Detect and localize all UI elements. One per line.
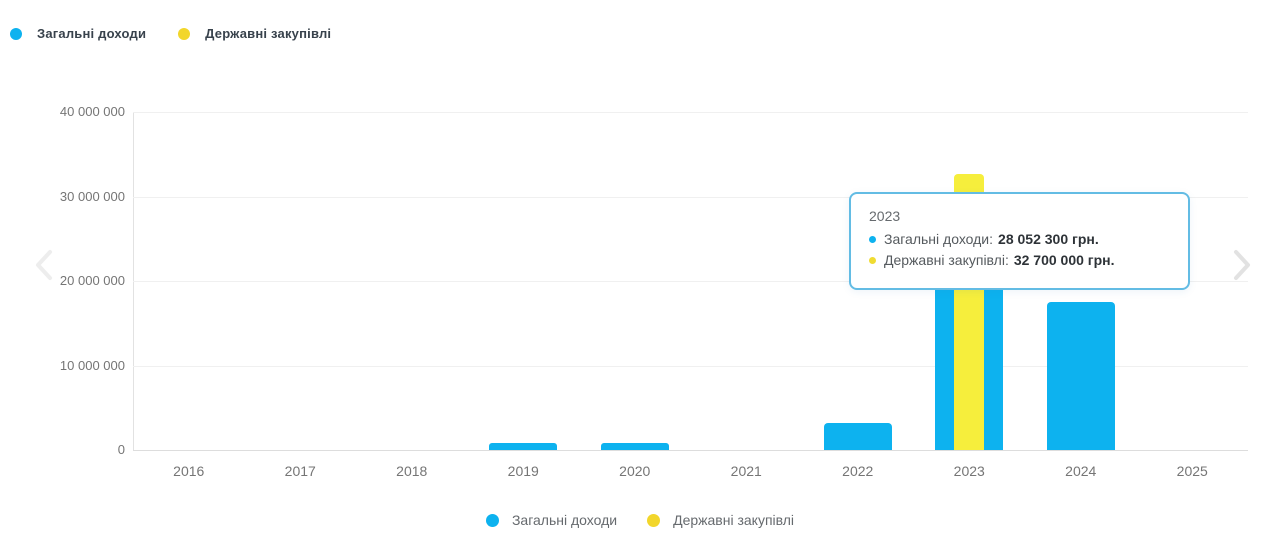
- bar-total-income-2020[interactable]: [601, 443, 669, 450]
- legend-item-total-income[interactable]: Загальні доходи: [10, 26, 146, 41]
- gridline: [133, 196, 1248, 198]
- legend-item-public-procurement[interactable]: Державні закупівлі: [647, 512, 794, 528]
- legend-bottom: Загальні доходи Державні закупівлі: [0, 512, 1280, 528]
- gridline: [133, 281, 1248, 282]
- tooltip-value: 28 052 300 грн.: [998, 231, 1099, 247]
- y-axis-label: 20 000 000: [59, 273, 125, 288]
- x-axis-label: 2025: [1176, 463, 1208, 479]
- tooltip-bullet-yellow-icon: [869, 257, 876, 264]
- tooltip-label: Державні закупівлі:: [884, 252, 1009, 268]
- tooltip-title: 2023: [869, 208, 901, 224]
- x-axis-label: 2018: [396, 463, 428, 479]
- bar-total-income-2022[interactable]: [824, 423, 892, 450]
- tooltip-bullet-blue-icon: [869, 236, 876, 243]
- tooltip-row-public-procurement: Державні закупівлі: 32 700 000 грн.: [869, 250, 1172, 271]
- tooltip-value: 32 700 000 грн.: [1013, 252, 1115, 268]
- gridline: [133, 365, 1248, 367]
- legend-label: Загальні доходи: [37, 26, 147, 41]
- gridline: [133, 450, 1248, 451]
- legend-dot-blue-icon: [10, 27, 22, 40]
- x-axis-label: 2020: [619, 463, 651, 479]
- y-axis-label: 10 000 000: [59, 357, 125, 373]
- x-axis-label: 2023: [953, 463, 985, 479]
- y-axis-label: 40 000 000: [59, 104, 125, 119]
- legend-dot-blue-icon: [485, 513, 499, 527]
- x-axis-label: 2017: [284, 463, 316, 479]
- legend-label: Державні закупівлі: [673, 512, 795, 528]
- legend-dot-yellow-icon: [178, 27, 191, 40]
- prev-arrow-icon[interactable]: [32, 248, 56, 282]
- legend-item-total-income[interactable]: Загальні доходи: [485, 512, 618, 528]
- next-arrow-icon[interactable]: [1230, 248, 1254, 282]
- x-axis-label: 2024: [1065, 463, 1097, 479]
- gridline: [133, 112, 1248, 113]
- chart-tooltip: 2023 Загальні доходи: 28 052 300 грн. Де…: [849, 192, 1190, 290]
- tooltip-label: Загальні доходи:: [884, 231, 994, 247]
- y-axis-label: 30 000 000: [59, 188, 125, 204]
- legend-dot-yellow-icon: [647, 513, 661, 527]
- legend-top: Загальні доходи Державні закупівлі: [10, 26, 331, 41]
- x-axis-label: 2019: [507, 463, 539, 479]
- x-axis-label: 2016: [173, 463, 205, 479]
- legend-item-public-procurement[interactable]: Державні закупівлі: [178, 26, 331, 41]
- x-axis-label: 2022: [842, 463, 874, 479]
- y-axis-label: 0: [117, 442, 125, 457]
- bar-total-income-2019[interactable]: [489, 443, 557, 450]
- legend-label: Загальні доходи: [511, 512, 618, 528]
- x-axis-label: 2021: [730, 463, 762, 479]
- tooltip-row-total-income: Загальні доходи: 28 052 300 грн.: [869, 229, 1172, 250]
- legend-label: Державні закупівлі: [205, 26, 332, 41]
- bar-total-income-2024[interactable]: [1047, 302, 1115, 450]
